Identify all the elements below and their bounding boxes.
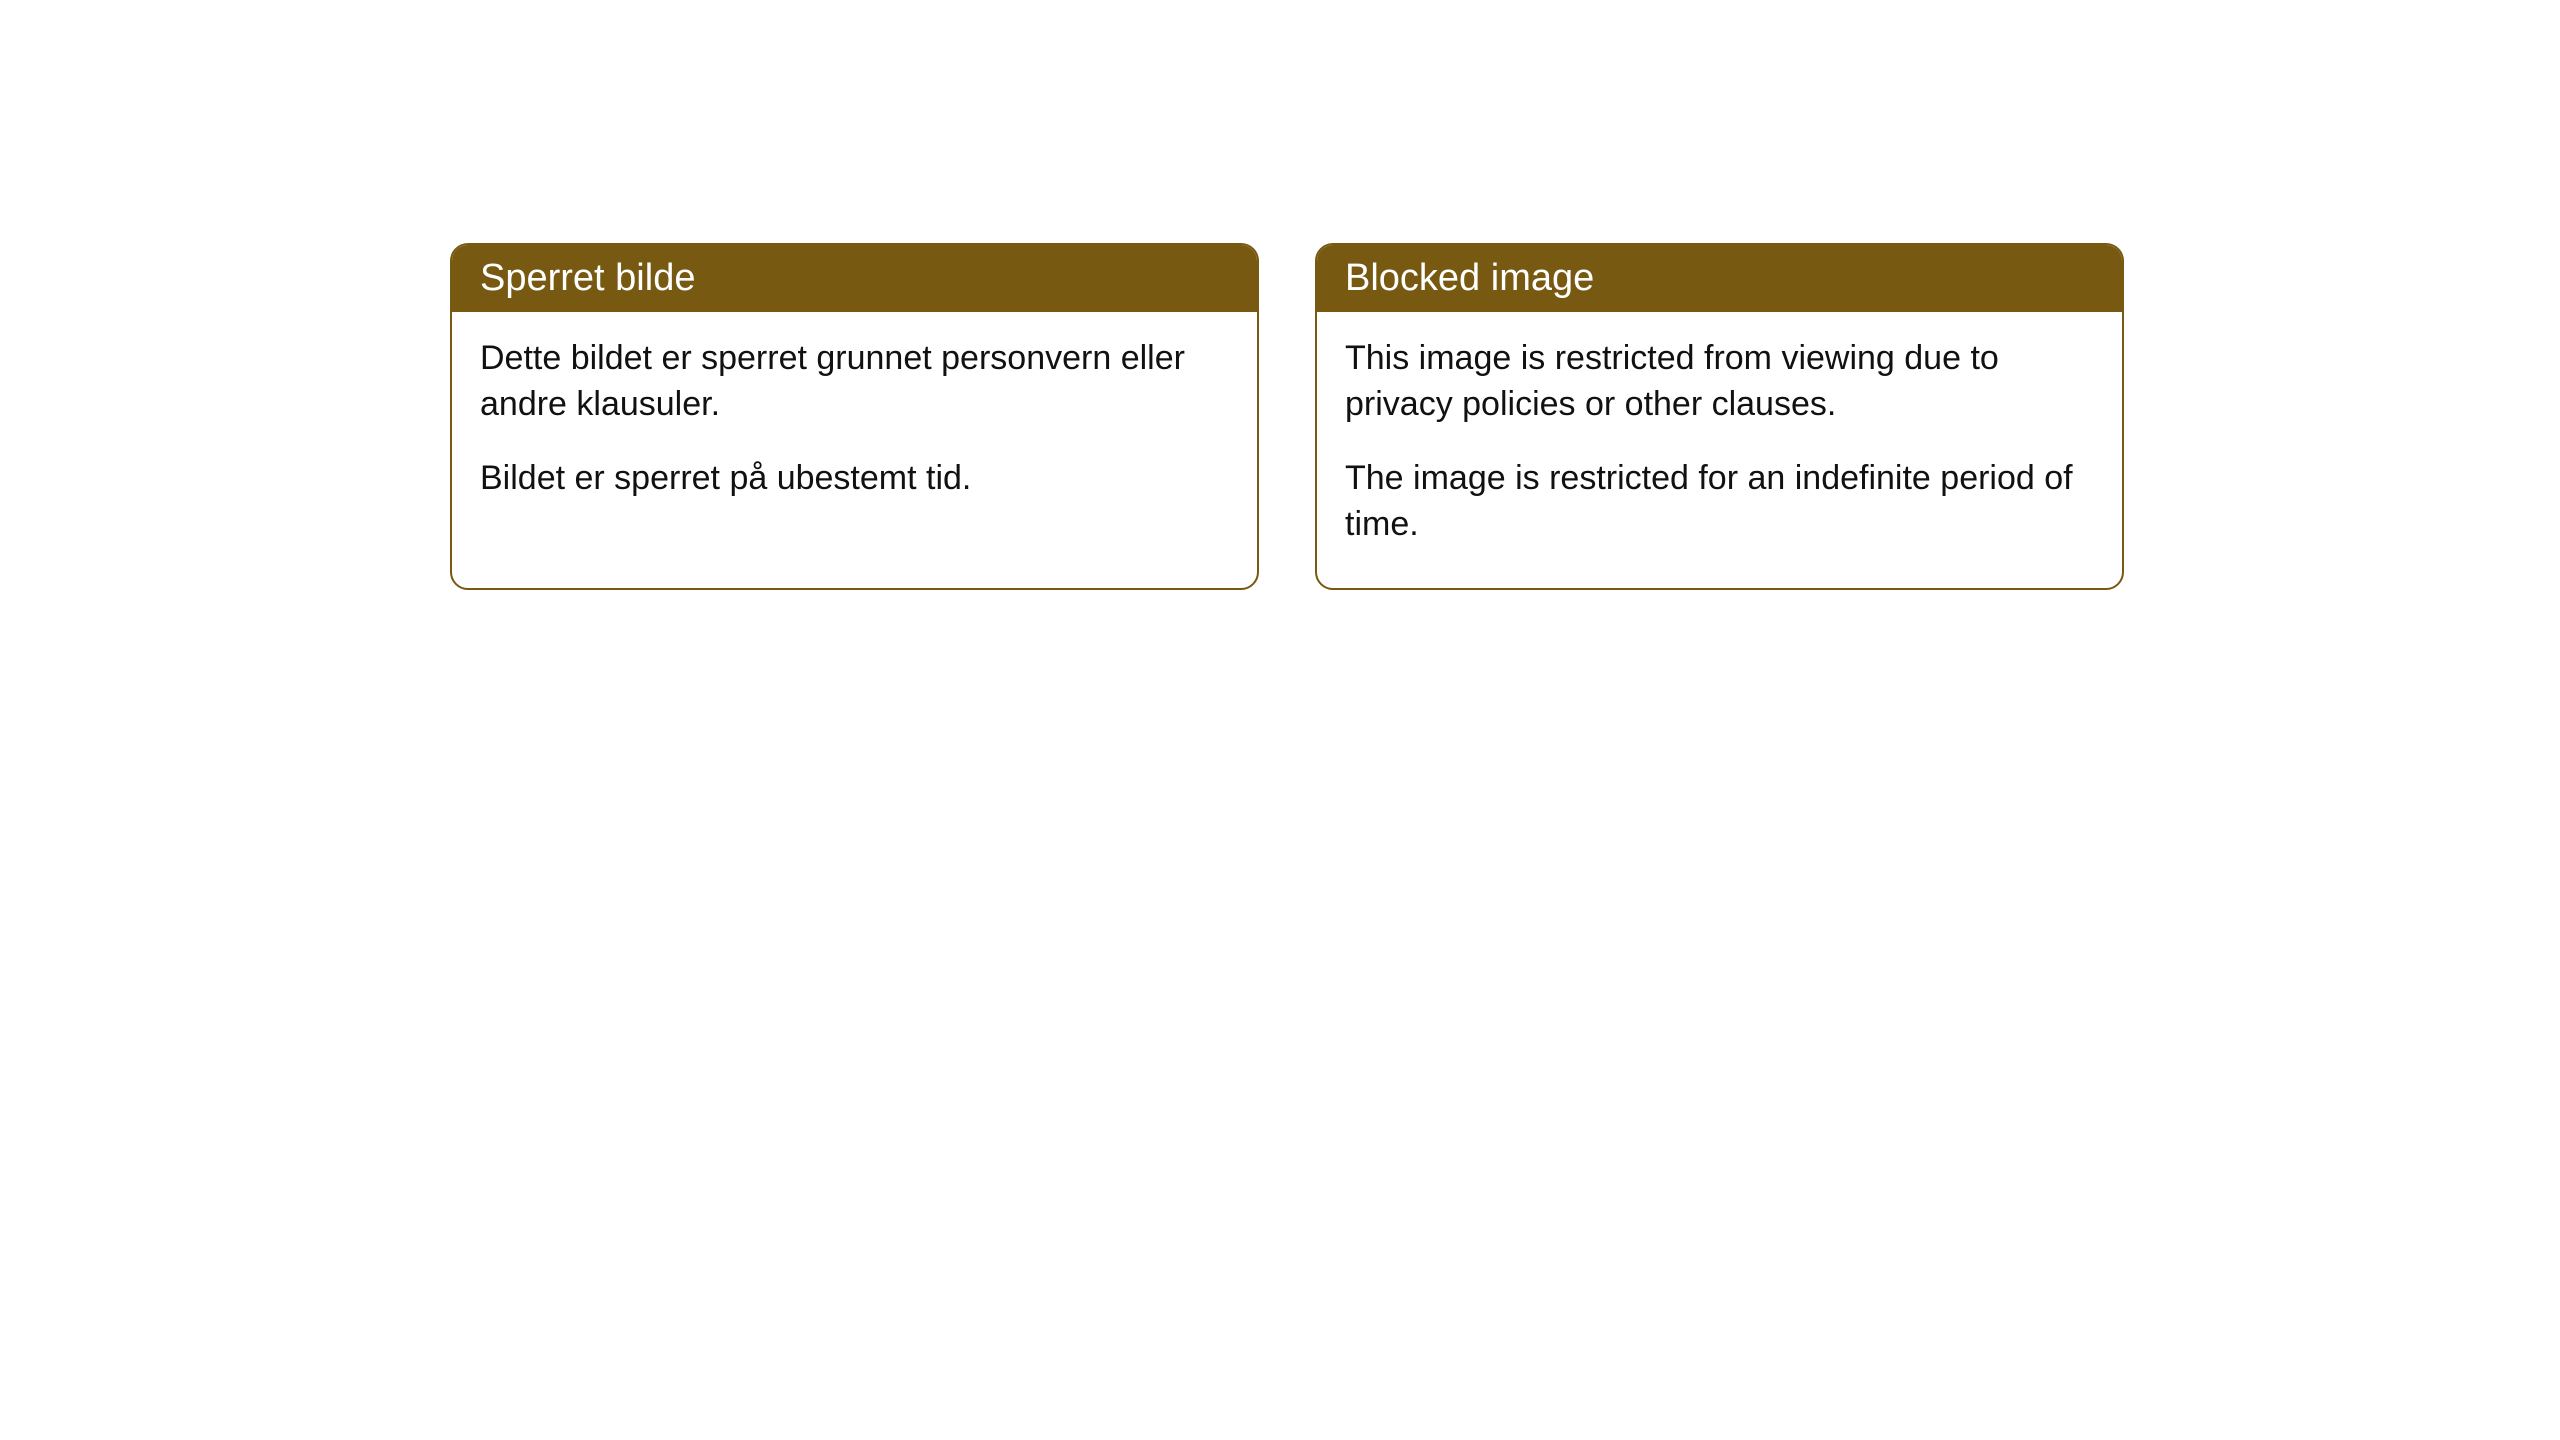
card-header: Blocked image [1317,245,2122,312]
card-body: This image is restricted from viewing du… [1317,312,2122,588]
card-paragraph: This image is restricted from viewing du… [1345,336,2094,428]
card-title: Blocked image [1345,257,1594,299]
card-paragraph: Dette bildet er sperret grunnet personve… [480,336,1229,428]
card-paragraph: Bildet er sperret på ubestemt tid. [480,456,1229,502]
card-paragraph: The image is restricted for an indefinit… [1345,456,2094,548]
card-title: Sperret bilde [480,257,695,299]
cards-container: Sperret bilde Dette bildet er sperret gr… [450,243,2124,590]
card-body: Dette bildet er sperret grunnet personve… [452,312,1257,542]
card-header: Sperret bilde [452,245,1257,312]
blocked-image-card-norwegian: Sperret bilde Dette bildet er sperret gr… [450,243,1259,590]
blocked-image-card-english: Blocked image This image is restricted f… [1315,243,2124,590]
